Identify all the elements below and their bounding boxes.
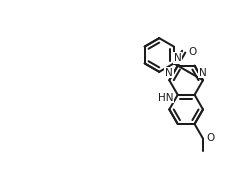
Text: O: O [188,47,197,57]
Text: HN: HN [158,93,174,103]
Text: N: N [199,68,207,78]
Text: O: O [206,133,214,143]
Text: N: N [165,68,173,78]
Text: N: N [174,53,182,63]
